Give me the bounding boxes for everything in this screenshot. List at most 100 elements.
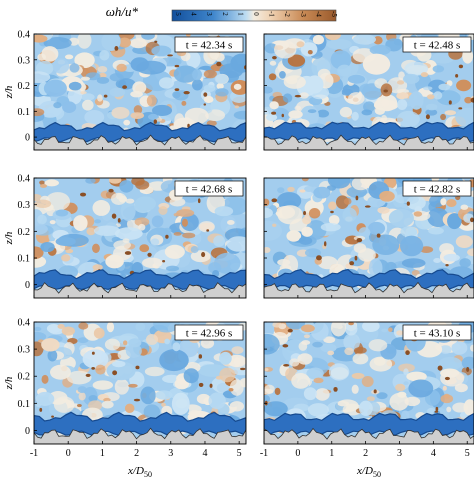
panel-5: t = 42.96 s00.10.20.30.4z/h-1 0 1 2 3 4 5x/D50 [3, 318, 247, 479]
vorticity-blob [297, 353, 313, 365]
vorticity-blob [362, 53, 391, 75]
vorticity-blob [219, 351, 232, 365]
vorticity-blob [34, 34, 48, 43]
panel-frame [263, 321, 474, 445]
vorticity-core [316, 255, 322, 261]
x-tick-label: 3 [397, 448, 402, 459]
vorticity-blob [214, 74, 229, 84]
vorticity-blob [368, 258, 383, 278]
vorticity-core [114, 46, 119, 51]
vorticity-blob [57, 324, 65, 330]
vorticity-core [434, 410, 439, 413]
vorticity-blob [69, 63, 80, 73]
vorticity-core [154, 40, 158, 43]
vorticity-blob [77, 34, 92, 49]
vorticity-blob [459, 258, 471, 268]
time-annotation-box [174, 36, 244, 53]
vorticity-blob [443, 393, 450, 399]
near-bed-band-edge [264, 121, 474, 143]
vorticity-blob [74, 52, 95, 69]
x-tick-label: 1 [329, 448, 334, 459]
vorticity-blob [151, 215, 164, 228]
vorticity-blob [358, 248, 376, 262]
vorticity-blob [173, 65, 198, 83]
colorbar-tick-label: 4 [190, 12, 198, 16]
vorticity-core [167, 54, 173, 57]
vorticity-blob [461, 356, 474, 370]
vorticity-blob [80, 76, 91, 81]
vorticity-blob [287, 54, 306, 67]
vorticity-blob [134, 217, 150, 227]
vorticity-blob [307, 109, 317, 114]
vorticity-blob [135, 322, 146, 332]
vorticity-blob [285, 322, 306, 330]
vorticity-blob [344, 322, 358, 336]
vorticity-blob [145, 333, 159, 345]
vorticity-blob [277, 205, 303, 225]
vorticity-blob [444, 110, 457, 116]
vorticity-blob [207, 34, 219, 38]
vorticity-blob [306, 367, 324, 380]
colorbar-tick-label: 5 [174, 12, 182, 16]
vorticity-core [206, 229, 210, 232]
vorticity-blob [131, 262, 144, 276]
vorticity-blob [97, 94, 103, 102]
vorticity-blob [53, 396, 75, 413]
vorticity-blob [92, 264, 103, 271]
vorticity-blob [368, 221, 386, 235]
vorticity-blob [323, 336, 336, 344]
vorticity-blob [268, 73, 277, 81]
vorticity-blob [172, 342, 181, 352]
vorticity-blob [326, 185, 337, 191]
vorticity-blob [141, 34, 155, 40]
vorticity-blob [381, 98, 390, 107]
vorticity-blob [454, 383, 468, 393]
vorticity-blob [328, 363, 350, 381]
vorticity-blob [264, 384, 275, 394]
vorticity-blob [396, 99, 408, 110]
vorticity-blob [111, 107, 130, 119]
vorticity-blob [159, 349, 189, 372]
vorticity-blob [401, 258, 426, 268]
vorticity-blob [93, 225, 121, 236]
vorticity-blob [440, 198, 447, 206]
vorticity-core [458, 107, 463, 110]
vorticity-blob [264, 86, 273, 94]
vorticity-blob [173, 232, 182, 236]
vorticity-core [216, 61, 222, 67]
vorticity-core [444, 376, 450, 381]
vorticity-blob [299, 92, 309, 99]
vorticity-blob [233, 83, 242, 90]
vorticity-blob [337, 64, 352, 77]
vorticity-core [203, 103, 207, 106]
vorticity-blob [351, 111, 359, 121]
y-tick-label: 0.3 [18, 345, 31, 356]
vorticity-core [282, 344, 289, 348]
vorticity-blob [361, 375, 374, 387]
vorticity-blob [433, 257, 442, 264]
y-tick-label: 0.4 [18, 30, 31, 41]
vorticity-blob [446, 406, 452, 413]
vorticity-blob [34, 326, 42, 332]
vorticity-blob [368, 339, 388, 352]
vorticity-blob [301, 226, 313, 237]
vorticity-blob [348, 322, 354, 326]
vorticity-blob [40, 241, 55, 253]
vorticity-blob [214, 52, 225, 62]
near-bed-band-edge [264, 268, 474, 291]
vorticity-blob [269, 60, 277, 66]
time-annotation: t = 42.82 s [414, 184, 461, 196]
vorticity-blob [123, 119, 131, 126]
vorticity-blob [464, 96, 473, 104]
colorbar: ωh/u* 5 4 3 2 1 0 -1 -2 -3 -4 -5 [106, 4, 338, 22]
vorticity-field [264, 322, 474, 444]
x-axis-label: x/D50 [356, 465, 381, 479]
vorticity-core [287, 328, 293, 333]
vorticity-blob [361, 109, 373, 116]
x-tick-label: 2 [363, 448, 368, 459]
vorticity-blob [264, 368, 269, 372]
panel-frame [33, 177, 247, 299]
x-tick-label: 4 [202, 448, 207, 459]
vorticity-blob [66, 370, 92, 385]
panel-frame [33, 321, 247, 445]
